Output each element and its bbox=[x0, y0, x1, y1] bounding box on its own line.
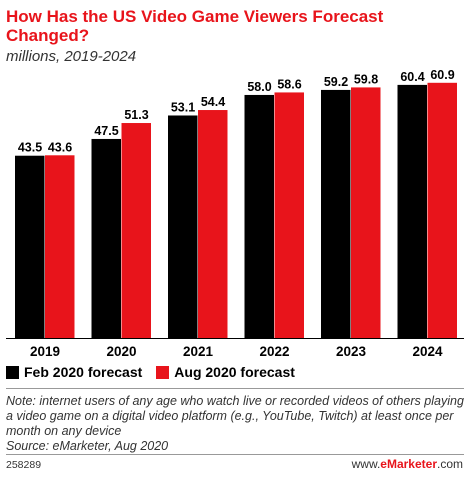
brand-suffix: .com bbox=[436, 457, 463, 471]
bar-chart: 43.5 43.6 2019 47.5 51.3 2020 53.1 54.4 2021 58.0… bbox=[6, 68, 464, 359]
data-label-feb-2024: 60.4 bbox=[400, 70, 424, 84]
bar-aug-2019 bbox=[45, 155, 75, 338]
x-tick-2023: 2023 bbox=[336, 344, 367, 359]
data-label-aug-2023: 59.8 bbox=[354, 72, 378, 86]
x-tick-2022: 2022 bbox=[259, 344, 289, 359]
data-label-feb-2022: 58.0 bbox=[247, 80, 271, 94]
data-label-aug-2020: 51.3 bbox=[124, 108, 148, 122]
bar-aug-2024 bbox=[427, 82, 457, 338]
data-label-aug-2024: 60.9 bbox=[430, 68, 454, 82]
data-label-aug-2021: 54.4 bbox=[201, 95, 225, 109]
legend-swatch-aug bbox=[156, 365, 170, 379]
note-text: Note: internet users of any age who watc… bbox=[6, 394, 464, 438]
bar-feb-2020 bbox=[91, 138, 121, 338]
data-label-feb-2021: 53.1 bbox=[171, 100, 195, 114]
x-tick-2021: 2021 bbox=[183, 344, 214, 359]
bar-feb-2023 bbox=[321, 89, 351, 338]
legend-swatch-feb bbox=[6, 365, 19, 379]
bar-aug-2023 bbox=[351, 87, 381, 339]
x-tick-2024: 2024 bbox=[412, 344, 443, 359]
legend-item-aug: Aug 2020 forecast bbox=[156, 364, 295, 380]
chart-subtitle: millions, 2019-2024 bbox=[6, 48, 137, 65]
legend-label-feb: Feb 2020 forecast bbox=[24, 364, 143, 380]
source-text: Source: eMarketer, Aug 2020 bbox=[6, 439, 169, 453]
brand-name: eMarketer bbox=[380, 457, 437, 471]
footer-divider bbox=[6, 454, 464, 455]
bar-feb-2022 bbox=[244, 94, 274, 338]
data-label-feb-2023: 59.2 bbox=[324, 75, 348, 89]
brand-prefix: www. bbox=[351, 457, 381, 471]
bar-feb-2019 bbox=[15, 155, 45, 338]
x-tick-2020: 2020 bbox=[106, 344, 136, 359]
bar-aug-2021 bbox=[198, 110, 228, 339]
bar-feb-2021 bbox=[168, 115, 198, 338]
data-label-feb-2019: 43.5 bbox=[18, 141, 42, 155]
bar-feb-2024 bbox=[397, 84, 427, 339]
bar-aug-2020 bbox=[121, 123, 151, 339]
chart-title: How Has the US Video Game Viewers Foreca… bbox=[6, 7, 384, 45]
legend: Feb 2020 forecast Aug 2020 forecast bbox=[6, 364, 309, 380]
notes-divider bbox=[6, 388, 464, 389]
chart-id: 258289 bbox=[6, 459, 42, 471]
data-label-aug-2022: 58.6 bbox=[277, 77, 301, 91]
notes: Note: internet users of any age who watc… bbox=[6, 394, 466, 454]
x-tick-2019: 2019 bbox=[30, 344, 60, 359]
data-label-aug-2019: 43.6 bbox=[48, 140, 72, 154]
data-label-feb-2020: 47.5 bbox=[94, 124, 118, 138]
legend-label-aug: Aug 2020 forecast bbox=[174, 364, 295, 380]
bar-aug-2022 bbox=[274, 92, 304, 338]
brand-link[interactable]: www.eMarketer.com bbox=[352, 457, 463, 471]
legend-item-feb: Feb 2020 forecast bbox=[6, 364, 142, 380]
